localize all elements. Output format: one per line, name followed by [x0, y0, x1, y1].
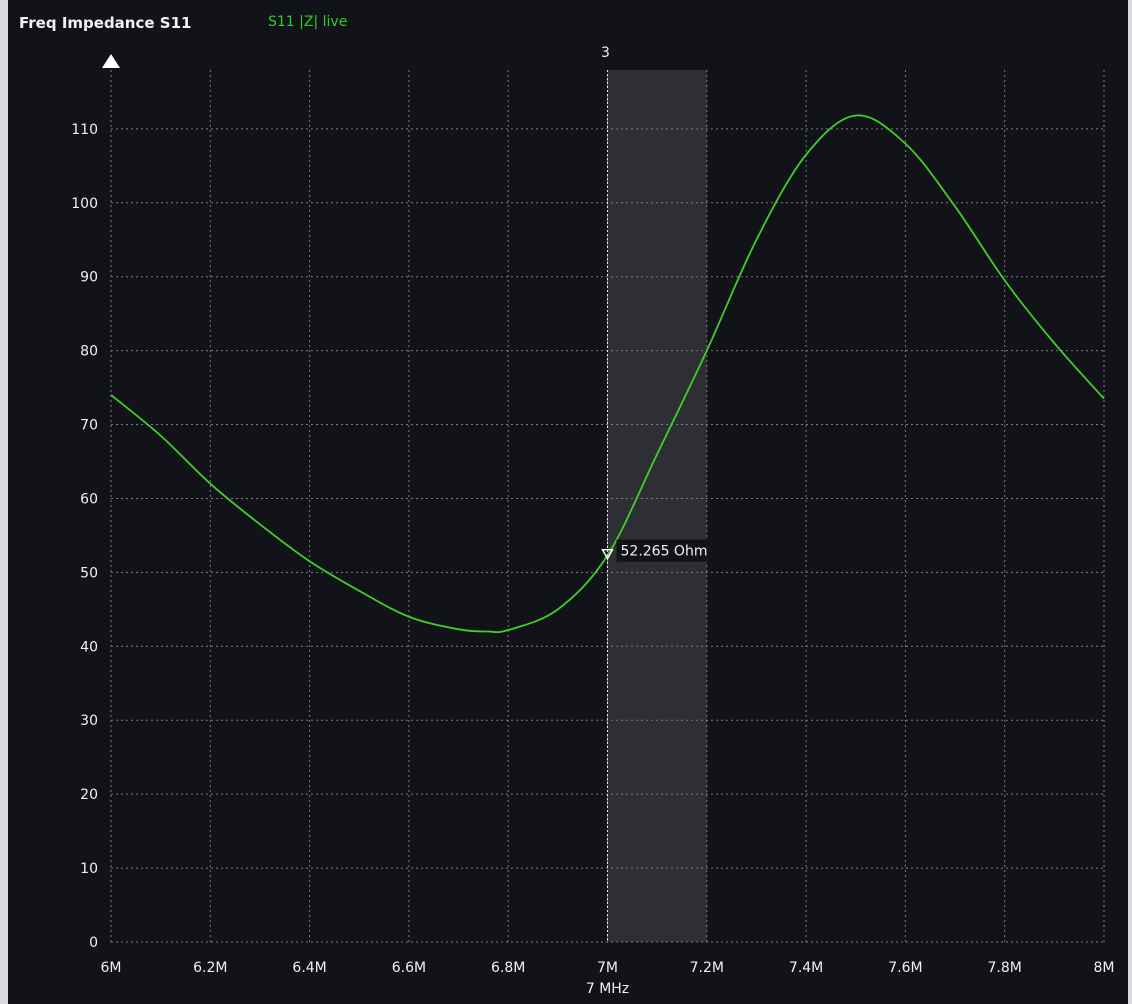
marker-readout-box	[616, 539, 743, 562]
x-tick-label: 6.8M	[491, 960, 525, 976]
x-tick-label: 7M	[597, 960, 618, 976]
marker-number: 3	[601, 45, 610, 61]
marker-layer: 3 52.265 Ohm	[601, 45, 743, 942]
y-tick-label: 90	[80, 270, 98, 286]
trace-legend-label[interactable]: S11 |Z| live	[268, 14, 348, 30]
y-tick-label: 80	[80, 344, 98, 360]
marker-band-layer	[607, 70, 707, 942]
x-tick-label: 7.8M	[988, 960, 1022, 976]
y-tick-label: 110	[71, 122, 98, 138]
axis-labels-layer: 0 10 20 30 40 50 60 70 80 90 100 110 6M 6.2M 6.4M 6.6M 6…	[71, 54, 1115, 997]
x-tick-label: 6M	[101, 960, 122, 976]
y-tick-label: 0	[89, 935, 98, 951]
y-tick-label: 30	[80, 713, 98, 729]
y-tick-label: 20	[80, 787, 98, 803]
y-tick-label: 100	[71, 196, 98, 212]
y-tick-label: 40	[80, 639, 98, 655]
marker-readout: 52.265 Ohm	[621, 544, 708, 560]
x-axis-label: 7 MHz	[586, 981, 629, 997]
x-tick-label: 6.4M	[292, 960, 326, 976]
y-tick-label: 50	[80, 565, 98, 581]
marker-band[interactable]	[607, 70, 707, 942]
grid-layer	[110, 70, 1105, 943]
reference-marker-icon[interactable]	[102, 54, 120, 68]
series-line[interactable]	[110, 114, 1105, 634]
y-tick-label: 60	[80, 491, 98, 507]
x-tick-label: 6.2M	[193, 960, 227, 976]
x-tick-label: 6.6M	[392, 960, 426, 976]
series-layer	[110, 114, 1105, 634]
marker-point-icon[interactable]	[601, 548, 614, 561]
y-tick-label: 10	[80, 861, 98, 877]
x-tick-label: 7.2M	[690, 960, 724, 976]
x-tick-label: 8M	[1094, 960, 1115, 976]
chart-title: Freq Impedance S11	[19, 14, 192, 32]
x-tick-label: 7.6M	[888, 960, 922, 976]
x-tick-label: 7.4M	[789, 960, 823, 976]
y-tick-label: 70	[80, 418, 98, 434]
